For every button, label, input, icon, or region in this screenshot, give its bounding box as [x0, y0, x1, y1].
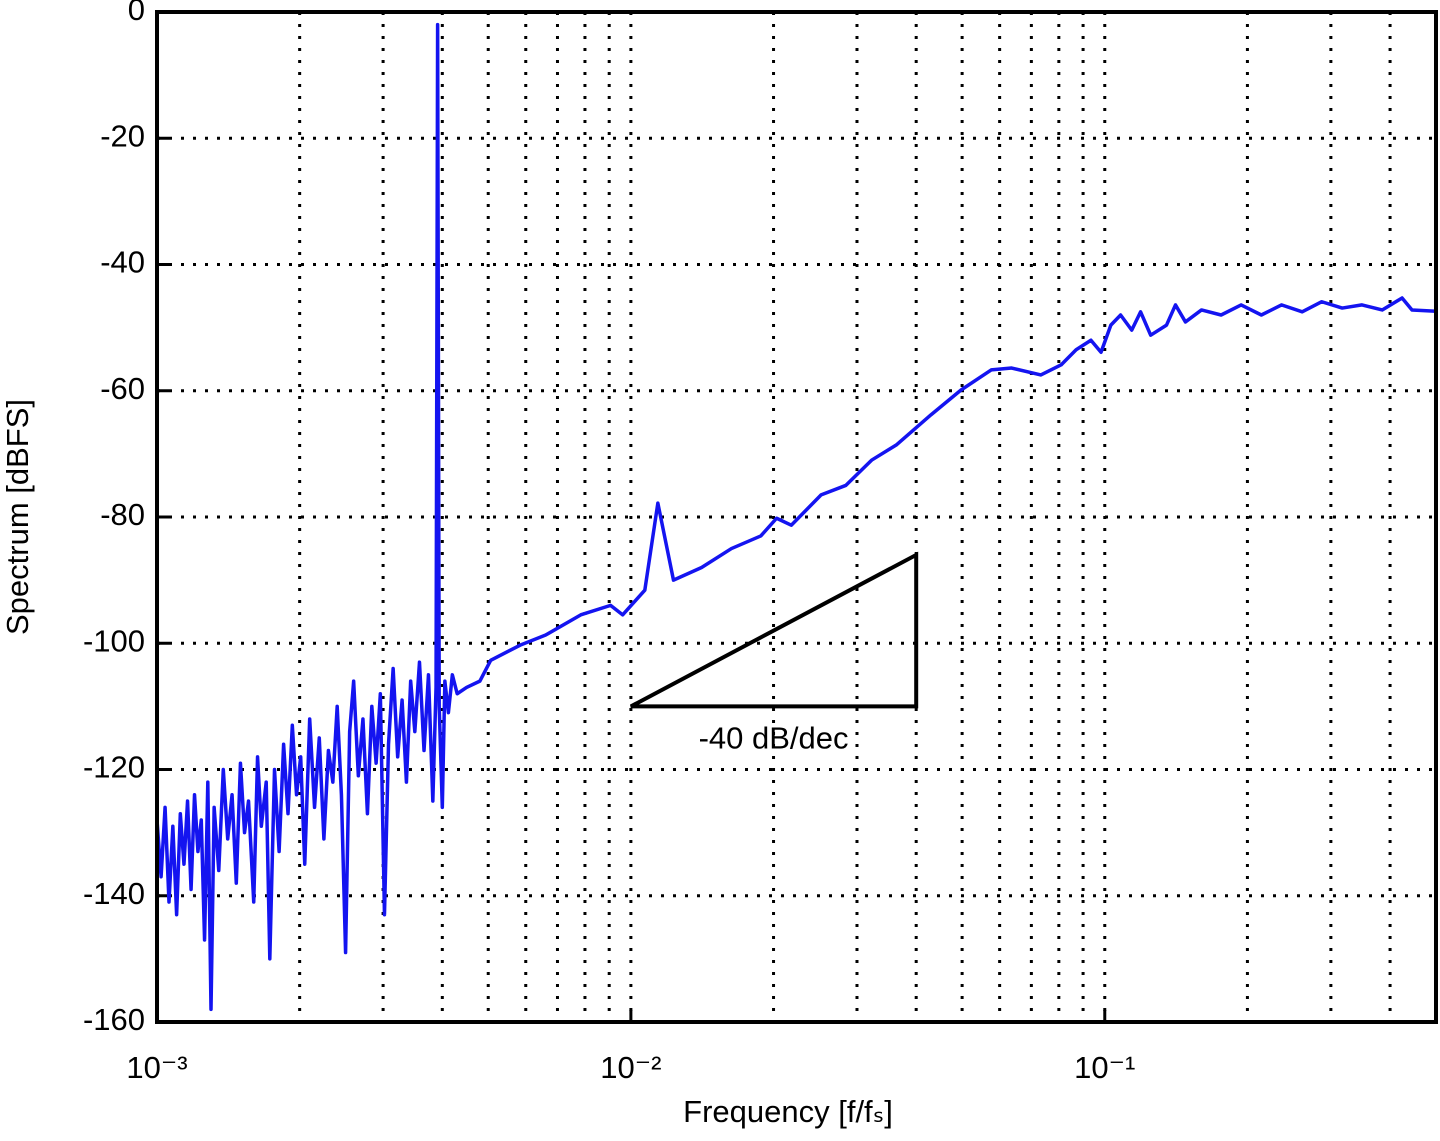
plot-frame	[155, 10, 1438, 1024]
y-tick-label: -100	[83, 623, 145, 658]
y-axis-label: Spectrum [dBFS]	[0, 399, 35, 635]
line-series	[155, 22, 1437, 1012]
annotation-text: -40 dB/dec	[699, 721, 849, 756]
y-tick-label: -160	[83, 1002, 145, 1037]
y-tick-label: 0	[128, 0, 145, 27]
y-tick-label: -40	[100, 245, 145, 280]
y-tick-label: -80	[100, 497, 145, 532]
y-tick-label: -20	[100, 118, 145, 153]
y-tick-label: -140	[83, 876, 145, 911]
x-axis-label: Frequency [f/fₛ]	[683, 1094, 893, 1129]
x-tick-label: 10⁻¹	[1074, 1050, 1135, 1085]
y-tick-label: -60	[100, 371, 145, 406]
x-tick-label: 10⁻³	[126, 1050, 187, 1085]
y-tick-label: -120	[83, 750, 145, 785]
slope-triangle	[629, 551, 919, 709]
x-tick-label: 10⁻²	[600, 1050, 661, 1085]
